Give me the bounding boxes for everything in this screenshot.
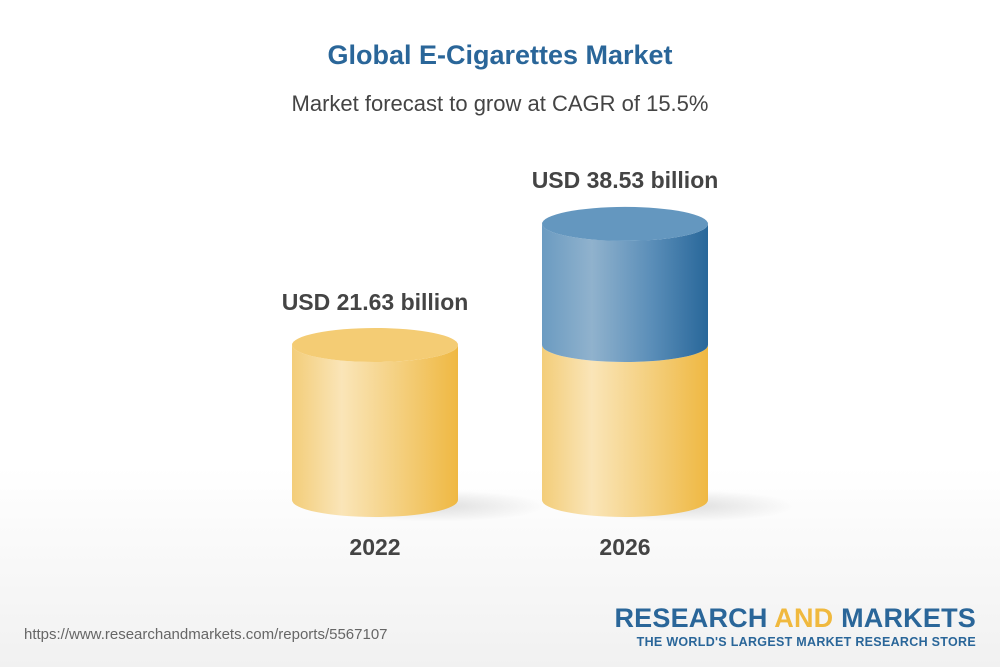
data-label-2026: USD 38.53 billion (532, 167, 719, 193)
category-label-2022: 2022 (349, 534, 400, 560)
cylinder-top-2026 (542, 206, 708, 241)
cylinder-growth-2026 (542, 223, 708, 362)
logo-text-and: AND (774, 603, 834, 633)
cylinder-base-2022 (292, 345, 458, 517)
logo-text-research: RESEARCH (614, 603, 775, 633)
source-url[interactable]: https://www.researchandmarkets.com/repor… (24, 626, 388, 643)
research-and-markets-logo: RESEARCH AND MARKETS THE WORLD'S LARGEST… (614, 603, 976, 649)
logo-tagline: THE WORLD'S LARGEST MARKET RESEARCH STOR… (636, 635, 976, 649)
cylinder-top-2022 (292, 328, 458, 362)
chart-title: Global E-Cigarettes Market (327, 40, 673, 70)
chart-subtitle: Market forecast to grow at CAGR of 15.5% (291, 91, 709, 116)
category-label-2026: 2026 (599, 534, 650, 560)
data-label-2022: USD 21.63 billion (282, 289, 469, 315)
logo-text-markets: MARKETS (833, 603, 976, 633)
cylinder-base-2026 (542, 345, 708, 517)
